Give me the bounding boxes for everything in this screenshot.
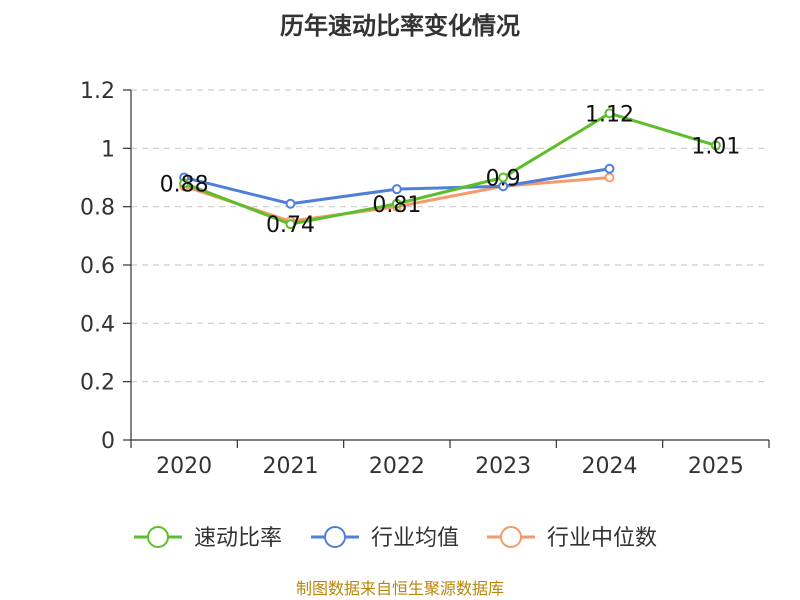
data-point [179, 178, 190, 189]
y-tick-label: 0.6 [80, 254, 115, 279]
data-point [604, 108, 615, 119]
data-label: 1.01 [691, 134, 740, 159]
legend-label: 速动比率 [194, 526, 282, 551]
legend-label: 行业中位数 [547, 526, 657, 551]
data-point [710, 140, 721, 151]
legend-swatch-marker [500, 526, 522, 548]
data-point [285, 198, 296, 209]
x-tick-label: 2024 [582, 454, 638, 479]
x-tick-label: 2020 [156, 454, 212, 479]
data-point [285, 219, 296, 230]
data-label: 1.12 [585, 102, 634, 127]
series-layer [179, 108, 721, 230]
series-line [182, 111, 718, 226]
data-label: 0.74 [266, 213, 315, 238]
y-tick-label: 0 [101, 429, 115, 454]
data-point [604, 163, 615, 174]
x-tick-label: 2021 [263, 454, 319, 479]
legend-item: 行业中位数 [487, 526, 657, 551]
data-point [391, 198, 402, 209]
data-point [498, 172, 509, 183]
legend: 速动比率 行业均值 行业中位数 [134, 526, 657, 551]
data-labels: 0.88 0.74 0.81 0.9 1.12 1.01 [160, 102, 741, 238]
y-tick-label: 0.2 [80, 371, 115, 396]
legend-swatch-marker [147, 526, 169, 548]
data-point [604, 172, 615, 183]
data-label: 0.88 [160, 172, 209, 197]
legend-label: 行业均值 [371, 526, 459, 551]
x-tick-label: 2022 [369, 454, 425, 479]
legend-swatch-marker [324, 526, 346, 548]
source-note: 制图数据来自恒生聚源数据库 [296, 579, 504, 598]
chart-title: 历年速动比率变化情况 [280, 12, 520, 40]
data-label: 0.81 [372, 193, 421, 218]
legend-item: 行业均值 [311, 526, 459, 551]
x-tick-label: 2025 [688, 454, 744, 479]
data-point [391, 184, 402, 195]
legend-item: 速动比率 [134, 526, 282, 551]
y-tick-label: 0.4 [80, 312, 115, 337]
y-tick-label: 0.8 [80, 196, 115, 221]
x-tick-label: 2023 [475, 454, 531, 479]
y-tick-label: 1.2 [80, 79, 115, 104]
grid-lines [131, 89, 769, 383]
data-label: 0.9 [486, 167, 521, 192]
y-tick-label: 1 [101, 137, 115, 162]
